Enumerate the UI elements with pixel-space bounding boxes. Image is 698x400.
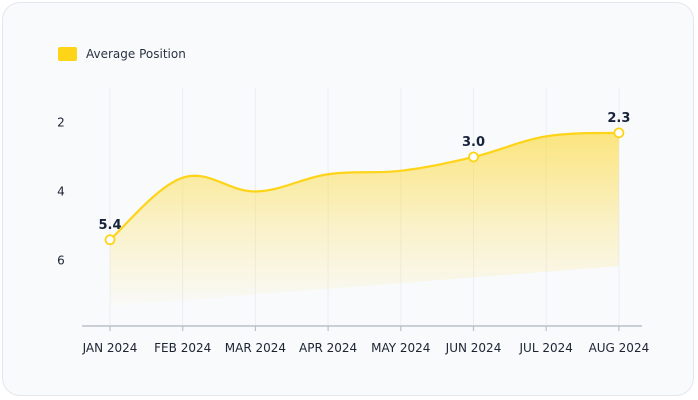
- x-tick-label: APR 2024: [299, 341, 357, 355]
- data-label: 3.0: [462, 135, 485, 150]
- y-tick-label: 4: [57, 184, 65, 198]
- x-tick-label: JUN 2024: [445, 341, 502, 355]
- legend-swatch: [58, 47, 77, 61]
- area-fill: [110, 132, 619, 306]
- x-tick-label: MAR 2024: [225, 341, 286, 355]
- x-tick-label: JAN 2024: [82, 341, 138, 355]
- data-point[interactable]: [104, 234, 116, 246]
- data-label: 2.3: [607, 111, 630, 126]
- data-label: 5.4: [98, 218, 121, 233]
- x-tick-label: AUG 2024: [589, 341, 650, 355]
- x-tick-label: JUL 2024: [519, 341, 573, 355]
- legend-label: Average Position: [86, 47, 186, 61]
- data-point[interactable]: [613, 127, 625, 139]
- data-point[interactable]: [468, 151, 479, 163]
- y-tick-label: 2: [57, 115, 65, 129]
- legend[interactable]: Average Position: [58, 47, 186, 61]
- y-tick-label: 6: [57, 253, 65, 267]
- series-line: [108, 131, 620, 241]
- x-tick-label: MAY 2024: [371, 341, 430, 355]
- x-tick-label: FEB 2024: [154, 341, 211, 355]
